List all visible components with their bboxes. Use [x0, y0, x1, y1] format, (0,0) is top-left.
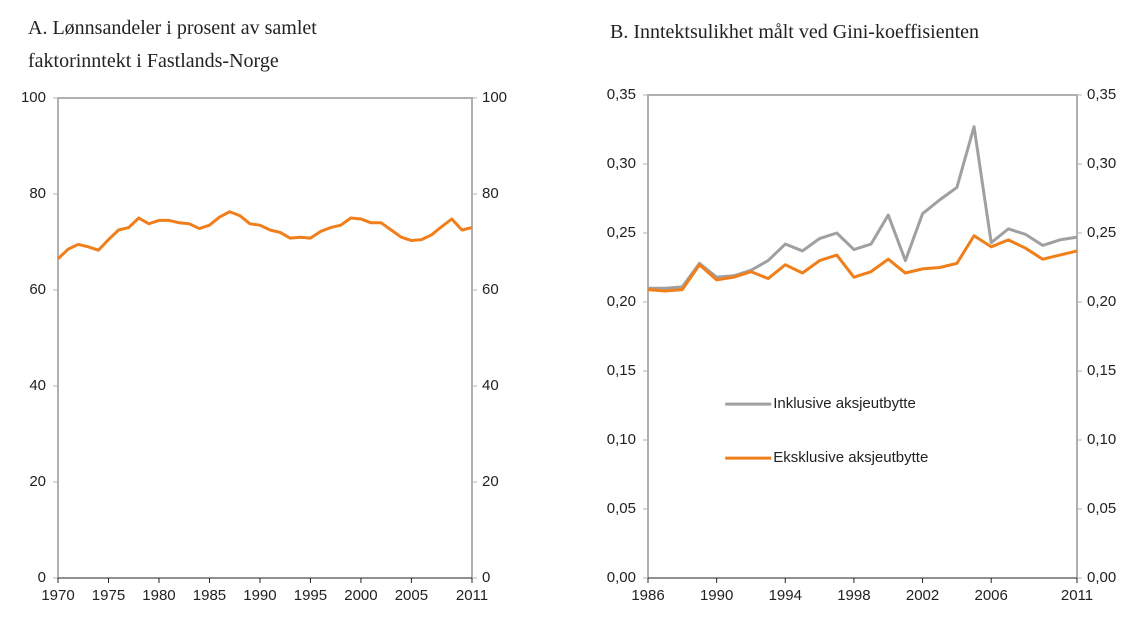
plot-frame	[57, 97, 473, 578]
y2-tick-label: 60	[482, 281, 499, 298]
series-line	[647, 234, 1078, 293]
y-tick-label: 0,20	[607, 293, 636, 310]
x-tick-label: 2002	[906, 587, 939, 604]
x-tick-label: 2005	[395, 587, 428, 604]
x-tick-label: 1975	[92, 587, 125, 604]
x-tick-label: 2011	[1061, 587, 1093, 604]
y2-tick-label: 80	[482, 185, 499, 202]
y2-tick-label: 40	[482, 377, 499, 394]
y-tick-label: 0,35	[607, 86, 636, 103]
y2-tick-label: 0,15	[1087, 362, 1116, 379]
x-tick-label: 1994	[769, 587, 802, 604]
y-tick-label: 0,30	[607, 155, 636, 172]
y2-tick-label: 0,00	[1087, 569, 1116, 586]
y-tick-label: 0,10	[607, 431, 636, 448]
y2-tick-label: 0,35	[1087, 86, 1116, 103]
x-tick-label: 1986	[631, 587, 664, 604]
y2-tick-label: 0,30	[1087, 155, 1116, 172]
x-tick-label: 1995	[294, 587, 327, 604]
chart-title: A. Lønnsandeler i prosent av samlet fakt…	[28, 17, 317, 72]
y2-tick-label: 0,20	[1087, 293, 1116, 310]
x-tick-label: 2006	[975, 587, 1008, 604]
x-tick-label: 1990	[243, 587, 276, 604]
y-tick-label: 0,05	[607, 500, 636, 517]
y2-tick-label: 0,10	[1087, 431, 1116, 448]
x-tick-label: 1980	[142, 587, 175, 604]
x-tick-label: 1990	[700, 587, 733, 604]
plot-frame	[647, 94, 1078, 578]
series-line	[56, 210, 473, 260]
y-tick-label: 20	[29, 473, 46, 490]
y-tick-label: 0	[38, 569, 46, 586]
y-tick-label: 100	[21, 89, 46, 106]
legend-label: Eksklusive aksjeutbytte	[773, 449, 928, 466]
x-tick-label: 1970	[41, 587, 74, 604]
x-tick-label: 2011	[456, 587, 488, 604]
y2-tick-label: 100	[482, 89, 507, 106]
y-tick-label: 60	[29, 281, 46, 298]
x-tick-label: 2000	[344, 587, 377, 604]
y2-tick-label: 0,25	[1087, 224, 1116, 241]
y-tick-label: 0,25	[607, 224, 636, 241]
y-tick-label: 0,15	[607, 362, 636, 379]
y-tick-label: 40	[29, 377, 46, 394]
x-tick-label: 1998	[837, 587, 870, 604]
legend-label: Inklusive aksjeutbytte	[773, 395, 916, 412]
series-line	[648, 125, 1078, 290]
y2-tick-label: 20	[482, 473, 499, 490]
y-tick-label: 80	[29, 185, 46, 202]
y-tick-label: 0,00	[607, 569, 636, 586]
x-tick-label: 1985	[193, 587, 226, 604]
y2-tick-label: 0,05	[1087, 500, 1116, 517]
y2-tick-label: 0	[482, 569, 490, 586]
chart-title: B. Inntektsulikhet målt ved Gini-koeffis…	[610, 21, 980, 43]
